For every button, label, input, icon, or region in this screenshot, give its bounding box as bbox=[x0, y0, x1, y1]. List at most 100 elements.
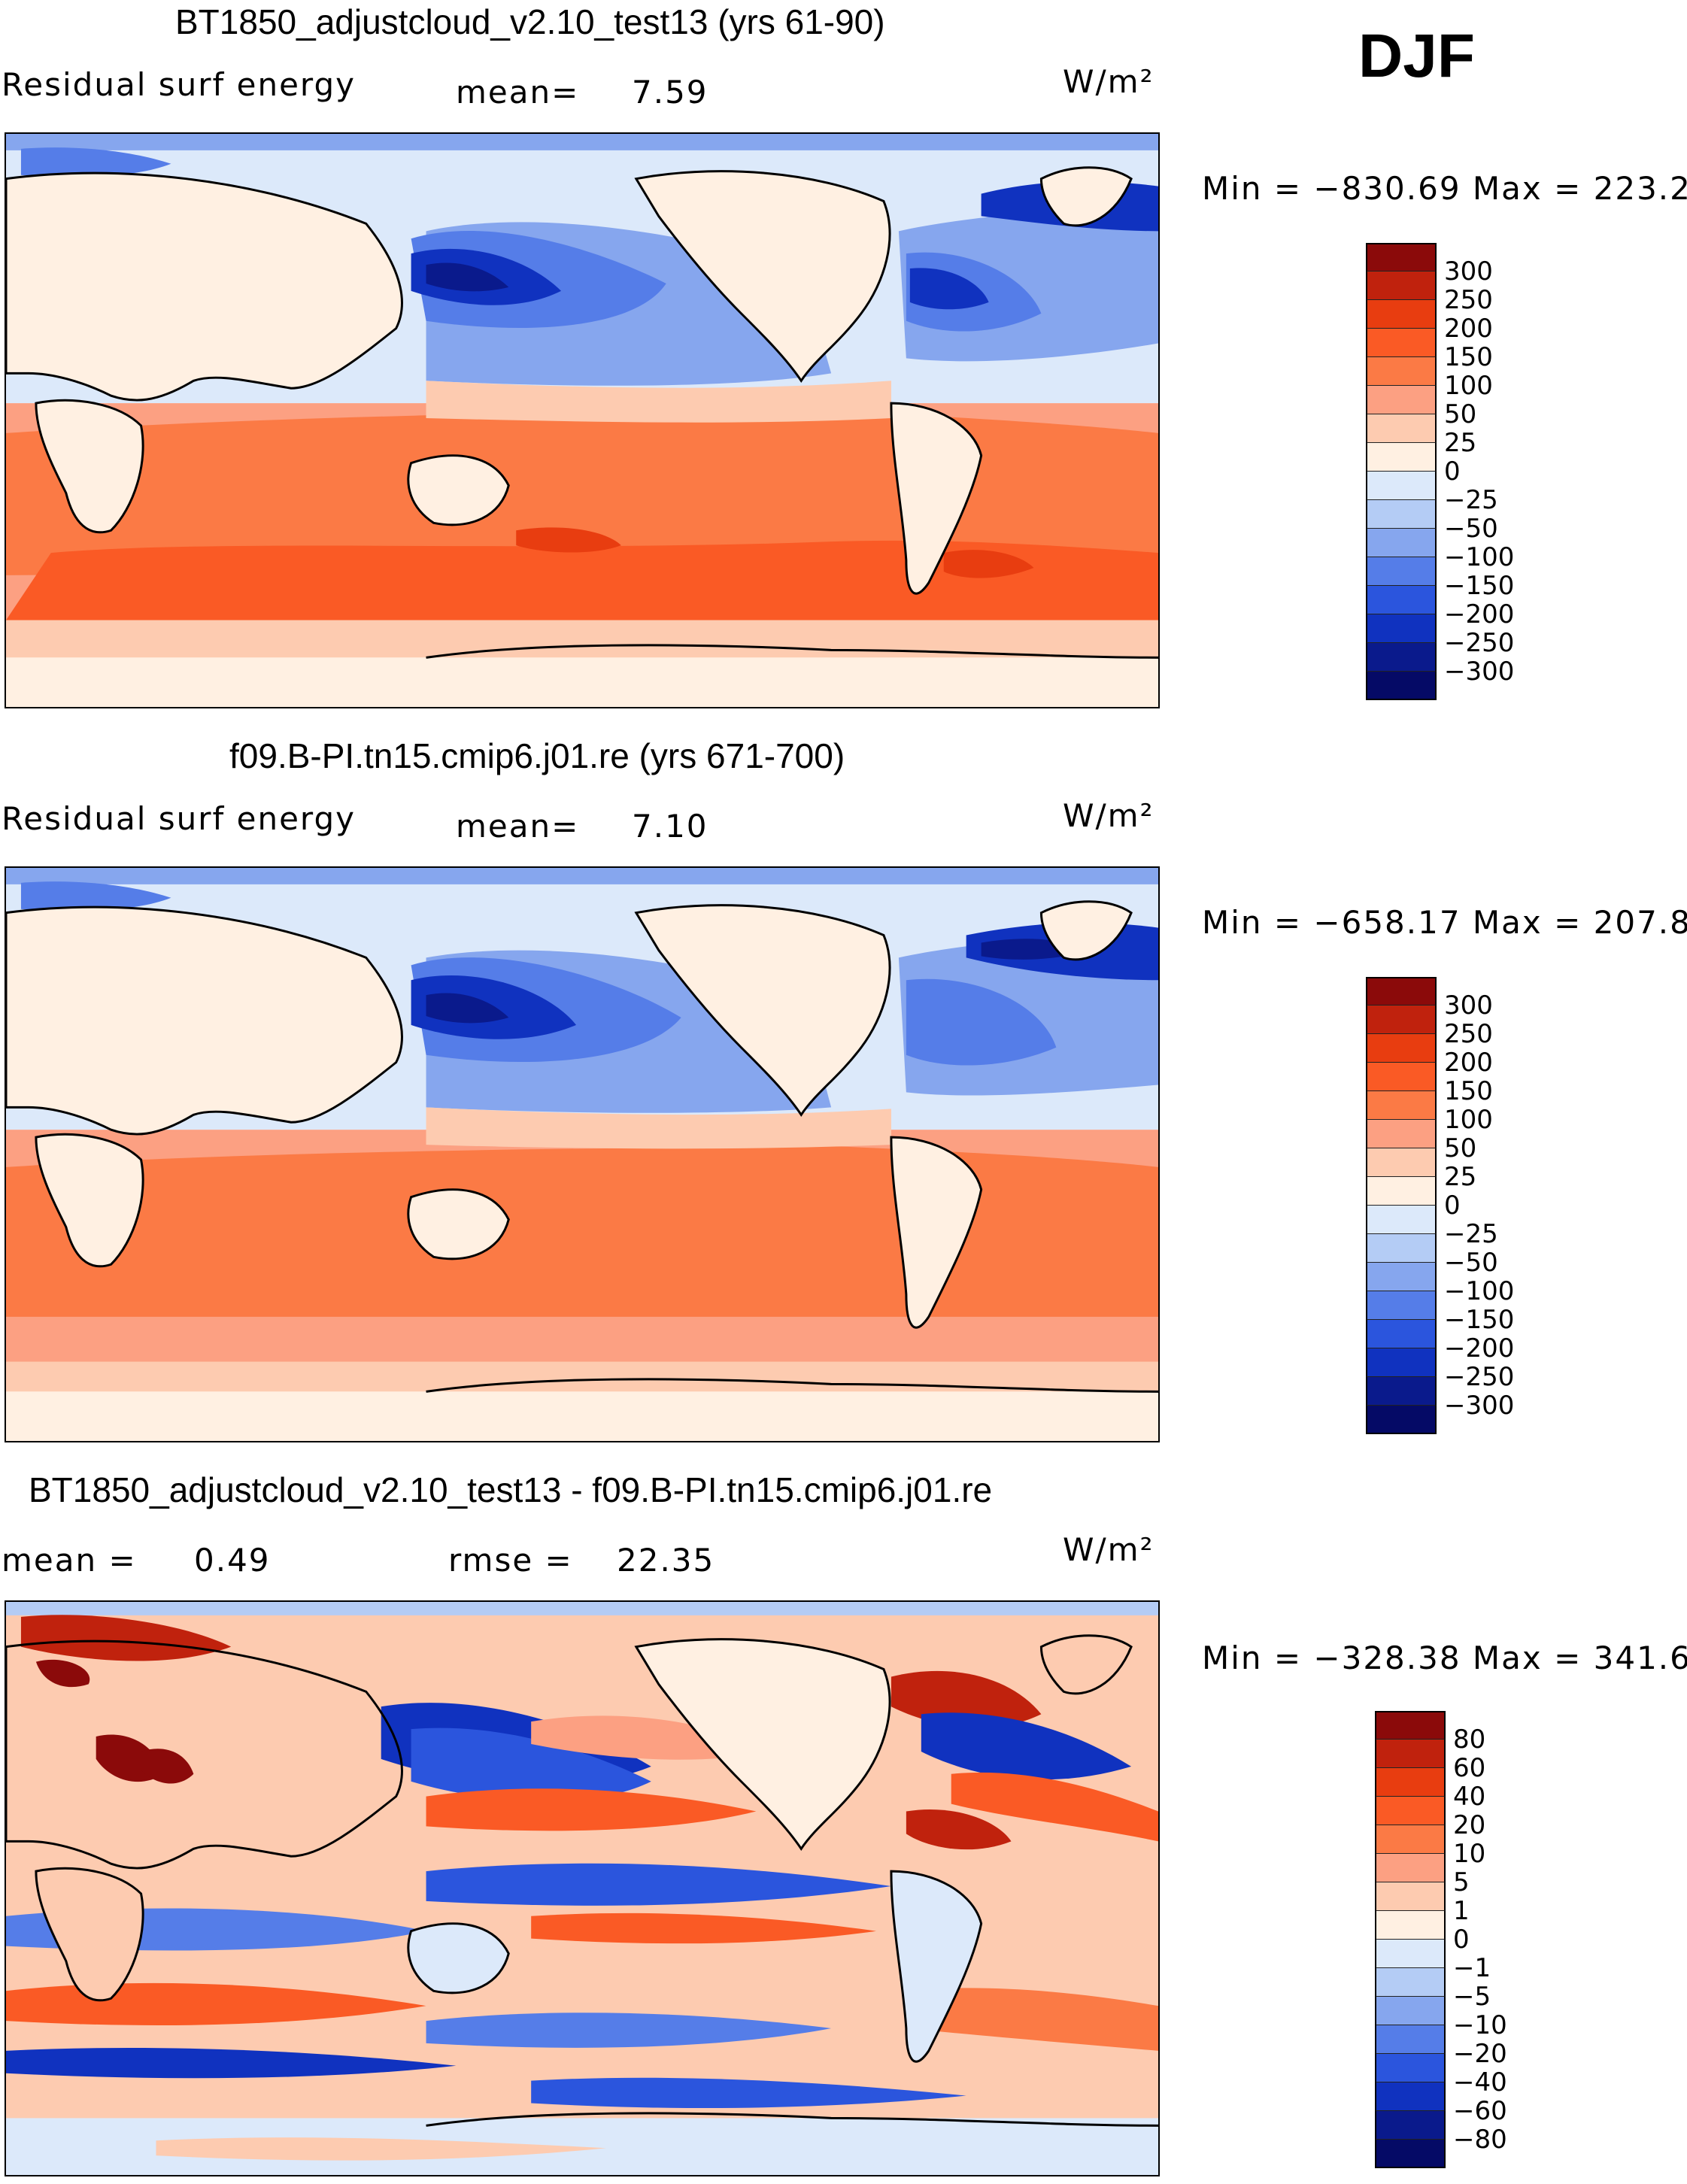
colorbar-tick-label: 40 bbox=[1453, 1782, 1486, 1812]
panel-2-map bbox=[5, 866, 1160, 1442]
panel-2-mean-value: 7.10 bbox=[632, 808, 708, 845]
colorbar-tick-label: 250 bbox=[1444, 1019, 1493, 1049]
colorbar-swatch bbox=[1366, 977, 1437, 1006]
colorbar-tick-label: 0 bbox=[1444, 457, 1461, 487]
colorbar-tick-label: 50 bbox=[1444, 1133, 1477, 1163]
colorbar-tick-label: 25 bbox=[1444, 428, 1477, 458]
colorbar-tick-label: −250 bbox=[1444, 628, 1515, 658]
colorbar-swatch bbox=[1366, 614, 1437, 643]
colorbar-tick-label: −10 bbox=[1453, 2010, 1507, 2040]
colorbar-tick-label: 100 bbox=[1444, 371, 1493, 401]
colorbar-tick-label: 25 bbox=[1444, 1162, 1477, 1192]
colorbar-swatch bbox=[1375, 2054, 1446, 2082]
colorbar-tick-label: 0 bbox=[1453, 1925, 1470, 1955]
colorbar-swatch bbox=[1366, 1148, 1437, 1177]
colorbar-tick-label: −300 bbox=[1444, 1391, 1515, 1421]
colorbar-swatch bbox=[1375, 1711, 1446, 1740]
colorbar-tick-label: −80 bbox=[1453, 2125, 1507, 2155]
colorbar-tick-label: −100 bbox=[1444, 542, 1515, 572]
panel-1-map bbox=[5, 132, 1160, 708]
panel-1-title: BT1850_adjustcloud_v2.10_test13 (yrs 61-… bbox=[175, 2, 885, 41]
colorbar-swatch bbox=[1375, 1740, 1446, 1768]
panel-2-title: f09.B-PI.tn15.cmip6.j01.re (yrs 671-700) bbox=[229, 736, 845, 775]
colorbar-tick-label: 10 bbox=[1453, 1839, 1486, 1869]
colorbar-tick-label: −1 bbox=[1453, 1953, 1491, 1983]
colorbar-swatch bbox=[1366, 529, 1437, 557]
colorbar-swatch bbox=[1366, 414, 1437, 443]
colorbar-swatch bbox=[1375, 2111, 1446, 2140]
colorbar-swatch bbox=[1366, 557, 1437, 586]
panel-1-units: W/m² bbox=[1063, 63, 1155, 100]
colorbar-tick-label: 300 bbox=[1444, 256, 1493, 287]
colorbar-tick-label: −50 bbox=[1444, 514, 1498, 544]
colorbar-swatch bbox=[1366, 1234, 1437, 1263]
colorbar-swatch bbox=[1366, 1320, 1437, 1348]
colorbar-swatch bbox=[1366, 500, 1437, 529]
colorbar-tick-label: −60 bbox=[1453, 2096, 1507, 2126]
colorbar-tick-label: 150 bbox=[1444, 1076, 1493, 1106]
colorbar-swatch bbox=[1366, 443, 1437, 472]
colorbar-swatch bbox=[1366, 386, 1437, 414]
colorbar-tick-label: 0 bbox=[1444, 1191, 1461, 1221]
colorbar-swatch bbox=[1366, 1034, 1437, 1063]
colorbar-swatch bbox=[1366, 643, 1437, 672]
colorbar-swatch bbox=[1375, 1968, 1446, 1997]
panel-3-units: W/m² bbox=[1063, 1531, 1155, 1568]
colorbar-swatch bbox=[1375, 1797, 1446, 1825]
colorbar-swatch bbox=[1366, 243, 1437, 271]
colorbar-swatch bbox=[1366, 1091, 1437, 1120]
colorbar-swatch bbox=[1375, 1882, 1446, 1911]
colorbar-swatch bbox=[1366, 1006, 1437, 1034]
colorbar-swatch bbox=[1366, 672, 1437, 700]
colorbar-swatch bbox=[1366, 1406, 1437, 1434]
panel-2-units: W/m² bbox=[1063, 797, 1155, 834]
colorbar-swatch bbox=[1366, 1177, 1437, 1206]
panel-1-variable-label: Residual surf energy bbox=[2, 66, 356, 103]
colorbar-swatch bbox=[1366, 1063, 1437, 1091]
panel-3-rmse-value: 22.35 bbox=[617, 1542, 715, 1579]
colorbar-swatch bbox=[1366, 1377, 1437, 1406]
panel-3-mean-label: mean = bbox=[2, 1542, 137, 1579]
colorbar-tick-label: 80 bbox=[1453, 1724, 1486, 1755]
colorbar-swatch bbox=[1375, 1825, 1446, 1854]
colorbar-swatch bbox=[1366, 357, 1437, 386]
panel-1-mean-value: 7.59 bbox=[632, 74, 708, 111]
colorbar-tick-label: 100 bbox=[1444, 1105, 1493, 1135]
panel-3-minmax: Min = −328.38 Max = 341.64 bbox=[1202, 1640, 1687, 1676]
panel-3-rmse-label: rmse = bbox=[448, 1542, 573, 1579]
panel-3-map bbox=[5, 1600, 1160, 2176]
colorbar-swatch bbox=[1366, 329, 1437, 357]
colorbar-swatch bbox=[1366, 1291, 1437, 1320]
colorbar-tick-label: 250 bbox=[1444, 285, 1493, 315]
colorbar-tick-label: 5 bbox=[1453, 1867, 1470, 1897]
colorbar-tick-label: −200 bbox=[1444, 1333, 1515, 1363]
colorbar-tick-label: −150 bbox=[1444, 571, 1515, 601]
colorbar-swatch bbox=[1375, 1997, 1446, 2025]
colorbar-tick-label: −250 bbox=[1444, 1362, 1515, 1392]
panel-1-mean-label: mean= bbox=[456, 74, 580, 111]
colorbar-swatch bbox=[1366, 472, 1437, 500]
panel-3-mean-value: 0.49 bbox=[194, 1542, 271, 1579]
panel-2-variable-label: Residual surf energy bbox=[2, 800, 356, 837]
colorbar-tick-label: −20 bbox=[1453, 2039, 1507, 2069]
colorbar-tick-label: −150 bbox=[1444, 1305, 1515, 1335]
colorbar-swatch bbox=[1366, 271, 1437, 300]
colorbar-swatch bbox=[1375, 1911, 1446, 1940]
colorbar-tick-label: −25 bbox=[1444, 1219, 1498, 1249]
colorbar-tick-label: 200 bbox=[1444, 314, 1493, 344]
colorbar-tick-label: −300 bbox=[1444, 657, 1515, 687]
colorbar-tick-label: −200 bbox=[1444, 599, 1515, 629]
colorbar-tick-label: 300 bbox=[1444, 990, 1493, 1021]
colorbar-swatch bbox=[1375, 1768, 1446, 1797]
panel-3-title: BT1850_adjustcloud_v2.10_test13 - f09.B-… bbox=[29, 1470, 993, 1509]
panel-2-minmax: Min = −658.17 Max = 207.87 bbox=[1202, 904, 1687, 941]
colorbar-tick-label: 200 bbox=[1444, 1048, 1493, 1078]
colorbar-swatch bbox=[1366, 1120, 1437, 1148]
colorbar-swatch bbox=[1375, 1854, 1446, 1882]
colorbar-tick-label: 150 bbox=[1444, 342, 1493, 372]
colorbar-swatch bbox=[1366, 1263, 1437, 1291]
season-label: DJF bbox=[1358, 22, 1475, 90]
colorbar-swatch bbox=[1375, 2140, 1446, 2168]
colorbar-tick-label: −100 bbox=[1444, 1276, 1515, 1306]
colorbar-swatch bbox=[1366, 586, 1437, 614]
